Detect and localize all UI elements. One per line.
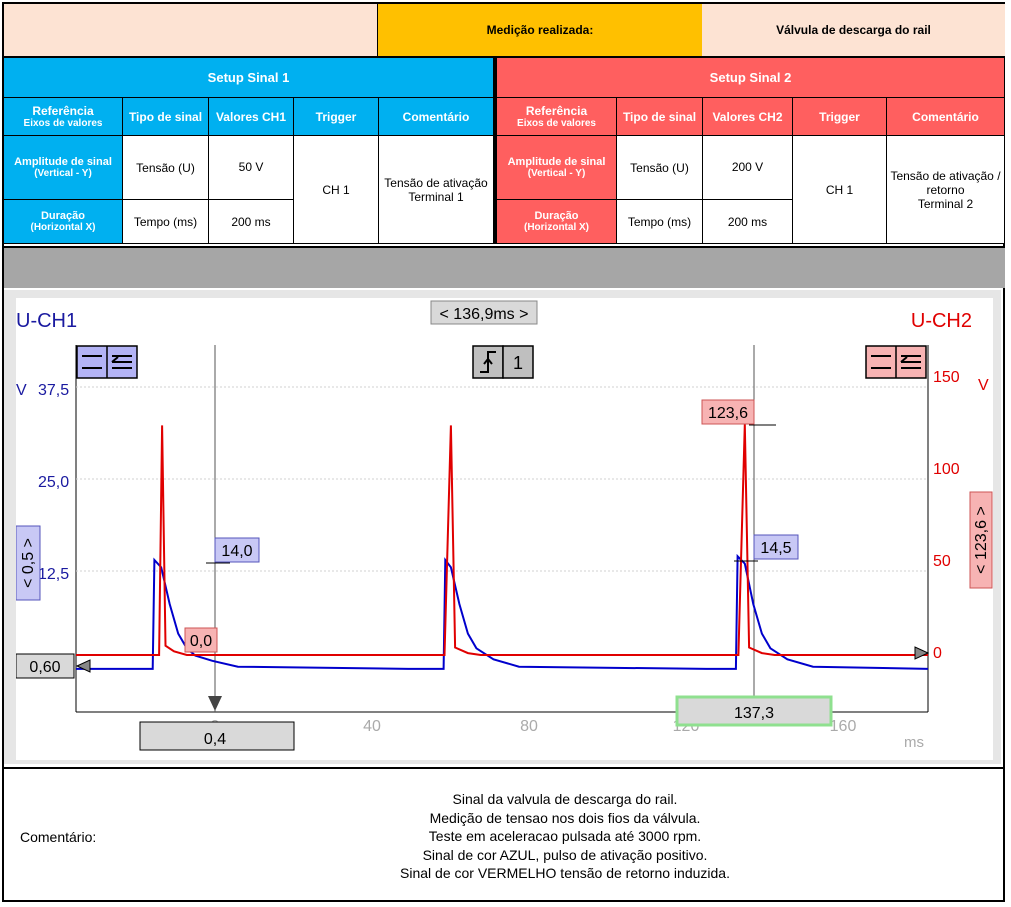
- ch2-trace: [76, 424, 928, 656]
- ch1-tick-1: 25,0: [38, 474, 69, 491]
- ch2-tick-2: 50: [933, 553, 951, 570]
- setup2-header-valores: Valores CH2: [703, 98, 793, 136]
- setup1-header-valores: Valores CH1: [209, 98, 294, 136]
- setup2-trigger-value: CH 1: [793, 136, 887, 244]
- setup1-row2-tipo: Tempo (ms): [123, 200, 209, 244]
- footer-line-4: Sinal de cor AZUL, pulso de ativação pos…: [422, 846, 708, 863]
- ch2-tick-1: 100: [933, 461, 960, 478]
- setup1-header-tipo: Tipo de sinal: [123, 98, 209, 136]
- setup1-trigger-value: CH 1: [294, 136, 379, 244]
- setup1-header-ref: Referência Eixos de valores: [4, 98, 123, 136]
- ch2-scale-side-box[interactable]: [969, 491, 993, 589]
- top-bar-left: [4, 4, 378, 58]
- cursor-right-value: 137,3: [734, 705, 774, 722]
- ch2-tick-0: 150: [933, 369, 960, 386]
- grid: [76, 386, 928, 572]
- ch2-base-value: 0,0: [190, 633, 212, 650]
- setup2-row2-tipo: Tempo (ms): [617, 200, 703, 244]
- setup2-row2-valor: 200 ms: [703, 200, 793, 244]
- footer-line-2: Medição de tensao nos dois fios da válvu…: [429, 809, 701, 826]
- x-tick-1: 40: [363, 718, 381, 735]
- ch1-offset-value: 0,60: [29, 659, 60, 676]
- setup1-row2-label: Duração (Horizontal X): [4, 200, 123, 244]
- footer-comment-text: Sinal da valvula de descarga do rail. Me…: [360, 790, 770, 883]
- ch1-unit: V: [16, 382, 27, 399]
- ch1-offset-box[interactable]: [16, 653, 75, 679]
- setup2-title: Setup Sinal 2: [497, 58, 1005, 98]
- ch2-tick-3: 0: [933, 645, 942, 662]
- ch1-title: U-CH1: [16, 310, 77, 332]
- setup2-row1-valor: 200 V: [703, 136, 793, 200]
- ch1-tick-0: 37,5: [38, 382, 69, 399]
- scope-svg: U-CH1 U-CH2 V 37,5 25,0 12,5 150 V 100 5…: [16, 300, 993, 751]
- setup1-comment: Tensão de ativação Terminal 1: [379, 136, 494, 244]
- ch1-control-icon[interactable]: [76, 345, 138, 379]
- ch1-tick-2: 12,5: [38, 566, 69, 583]
- ch1-offset-arrow-icon[interactable]: [75, 659, 91, 673]
- cursor-left-arrow-icon[interactable]: [208, 696, 222, 711]
- oscilloscope-screen: U-CH1 U-CH2 V 37,5 25,0 12,5 150 V 100 5…: [16, 298, 993, 760]
- setup2-header-comentario: Comentário: [887, 98, 1005, 136]
- ch2-scale-side: < 123,6 >: [973, 506, 990, 574]
- cursor-left-value: 0,4: [204, 731, 226, 748]
- ch1-scale-side: < 0,5 >: [20, 538, 37, 588]
- ch1-peak-right-box: [753, 534, 799, 560]
- setup2-row1-tipo: Tensão (U): [617, 136, 703, 200]
- footer-top-border: [4, 767, 1005, 769]
- oscilloscope-panel: U-CH1 U-CH2 V 37,5 25,0 12,5 150 V 100 5…: [4, 290, 1001, 764]
- setup2-header-tipo: Tipo de sinal: [617, 98, 703, 136]
- ch2-control-icon[interactable]: [865, 345, 927, 379]
- ch1-peak-right-value: 14,5: [760, 540, 791, 557]
- trigger-channel: 1: [513, 353, 523, 373]
- ch2-zero-arrow-icon[interactable]: [914, 646, 930, 660]
- trigger-edge-icon[interactable]: [472, 345, 504, 379]
- ch1-scale-side-box[interactable]: [16, 525, 41, 601]
- setup1-row1-label: Amplitude de sinal (Vertical - Y): [4, 136, 123, 200]
- setup1-row1-tipo: Tensão (U): [123, 136, 209, 200]
- x-unit: ms: [904, 734, 924, 751]
- footer-comment-label: Comentário:: [20, 829, 97, 845]
- setup1-title: Setup Sinal 1: [4, 58, 494, 98]
- gray-band: [4, 246, 1005, 288]
- measurement-value: Válvula de descarga do rail: [702, 4, 1005, 58]
- footer-line-5: Sinal de cor VERMELHO tensão de retorno …: [400, 865, 730, 881]
- setup-divider: [494, 58, 497, 244]
- x-tick-4: 160: [830, 718, 857, 735]
- footer-line-3: Teste em aceleracao pulsada até 3000 rpm…: [428, 828, 702, 844]
- ch1-peak-left-value: 14,0: [221, 543, 252, 560]
- ch1-peak-left-box: [214, 537, 260, 563]
- trigger-channel-box[interactable]: [502, 345, 534, 379]
- setup2-header-ref: Referência Eixos de valores: [497, 98, 617, 136]
- setup2-comment: Tensão de ativação / retorno Terminal 2: [887, 136, 1005, 244]
- ch2-base-box: [184, 627, 218, 653]
- cursor-left-box[interactable]: [139, 721, 295, 751]
- ch2-title: U-CH2: [911, 310, 972, 332]
- x-tick-2: 80: [520, 718, 538, 735]
- setup1-row1-valor: 50 V: [209, 136, 294, 200]
- ch1-trace: [76, 553, 929, 670]
- footer-line-1: Sinal da valvula de descarga do rail.: [452, 791, 678, 807]
- cursor-right-box[interactable]: [675, 695, 833, 727]
- ch2-peak-box: [701, 399, 755, 425]
- ch2-peak-value: 123,6: [708, 405, 748, 422]
- setup1-header-comentario: Comentário: [379, 98, 494, 136]
- ch2-unit: V: [978, 377, 989, 394]
- setup2-row2-label: Duração (Horizontal X): [497, 200, 617, 244]
- measurement-label: Medição realizada:: [378, 4, 702, 58]
- interval-readout: < 136,9ms >: [440, 306, 529, 323]
- setup2-row1-label: Amplitude de sinal (Vertical - Y): [497, 136, 617, 200]
- interval-readout-box: [430, 300, 538, 325]
- setup1-header-trigger: Trigger: [294, 98, 379, 136]
- setup2-header-trigger: Trigger: [793, 98, 887, 136]
- setup1-row2-valor: 200 ms: [209, 200, 294, 244]
